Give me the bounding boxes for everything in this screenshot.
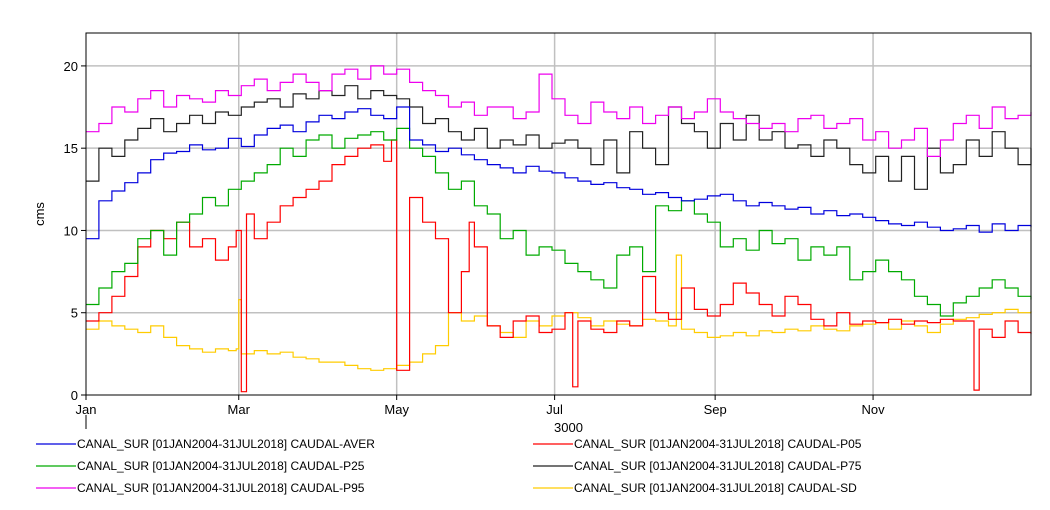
x-tick-label: Sep [704, 402, 727, 417]
x-tick-label: Jan [76, 402, 97, 417]
legend-label: CANAL_SUR [01JAN2004-31JUL2018] CAUDAL-P… [574, 437, 862, 451]
series-line [86, 65, 1032, 157]
series-line [86, 254, 1032, 371]
legend-label: CANAL_SUR [01JAN2004-31JUL2018] CAUDAL-P… [77, 459, 365, 473]
y-tick-label: 15 [64, 141, 78, 156]
x-tick-label: Nov [862, 402, 886, 417]
y-tick-label: 20 [64, 59, 78, 74]
legend-label: CANAL_SUR [01JAN2004-31JUL2018] CAUDAL-P… [77, 481, 365, 495]
legend-label: CANAL_SUR [01JAN2004-31JUL2018] CAUDAL-S… [574, 481, 857, 495]
series-line [86, 127, 1032, 317]
y-axis-ticks: 0 5 10 15 20 [64, 59, 86, 403]
legend-label: CANAL_SUR [01JAN2004-31JUL2018] CAUDAL-P… [574, 459, 862, 473]
legend-label: CANAL_SUR [01JAN2004-31JUL2018] CAUDAL-A… [77, 437, 375, 451]
y-tick-label: 10 [64, 223, 78, 238]
x-tick-label: Jul [546, 402, 563, 417]
series-line [86, 106, 1032, 240]
y-axis-label: cms [32, 202, 47, 226]
y-tick-label: 5 [71, 306, 78, 321]
series-lines [86, 65, 1032, 393]
x-tick-label: Mar [228, 402, 251, 417]
legend: CANAL_SUR [01JAN2004-31JUL2018] CAUDAL-A… [36, 437, 862, 495]
x-tick-label: May [384, 402, 409, 417]
y-tick-label: 0 [71, 388, 78, 403]
x-axis-ticks: Jan Mar May Jul Sep Nov [76, 395, 886, 429]
series-line [86, 85, 1032, 190]
x-axis-label: 3000 [554, 420, 583, 435]
grid [86, 33, 1031, 395]
series-line [86, 139, 1032, 393]
plot-frame [85, 32, 1032, 396]
